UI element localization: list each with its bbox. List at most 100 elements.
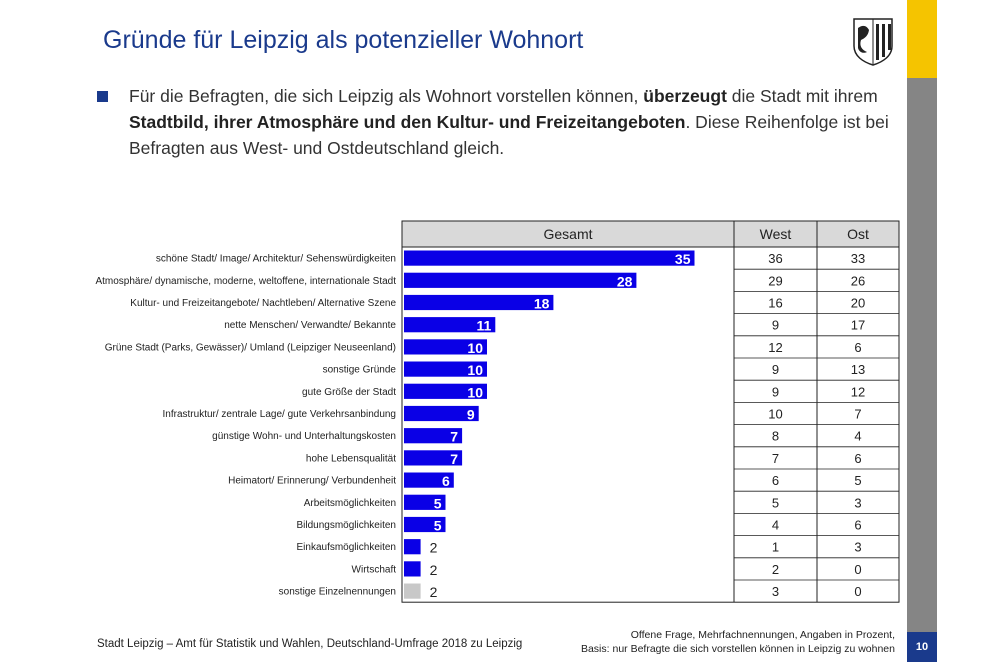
- category-label: Heimatort/ Erinnerung/ Verbundenheit: [228, 476, 396, 487]
- bar-value-label: 28: [617, 273, 633, 289]
- page-title: Gründe für Leipzig als potenzieller Wohn…: [103, 26, 584, 54]
- bar: [404, 561, 421, 577]
- bar: [404, 294, 554, 311]
- bar-value-label: 10: [467, 340, 483, 356]
- column-header-ost: Ost: [847, 226, 869, 242]
- category-label: sonstige Gründe: [323, 365, 397, 376]
- bar: [404, 450, 463, 466]
- ost-value: 5: [854, 473, 861, 488]
- ost-value: 3: [854, 495, 861, 510]
- bullet-square-icon: [97, 91, 108, 102]
- column-header-gesamt: Gesamt: [543, 226, 592, 242]
- bar-value-label: 10: [467, 362, 483, 378]
- category-label: Atmosphäre/ dynamische, moderne, weltoff…: [95, 276, 396, 287]
- bar: [404, 361, 487, 377]
- method-note-line: Basis: nur Befragte die sich vorstellen …: [580, 643, 895, 655]
- west-value: 6: [772, 473, 779, 488]
- column-header-west: West: [760, 226, 792, 242]
- west-value: 4: [772, 518, 779, 533]
- bar-value-label: 2: [430, 584, 438, 600]
- west-value: 7: [772, 451, 779, 466]
- bar: [404, 272, 637, 288]
- ost-value: 33: [851, 251, 865, 266]
- bar: [404, 428, 463, 444]
- bar: [404, 383, 487, 399]
- ost-value: 3: [854, 540, 861, 555]
- bar-value-label: 5: [434, 518, 442, 534]
- category-label: sonstige Einzelnennungen: [279, 587, 396, 598]
- ost-value: 6: [854, 451, 861, 466]
- west-value: 10: [768, 407, 782, 422]
- ost-value: 26: [851, 273, 865, 288]
- category-label: Einkaufsmöglichkeiten: [297, 542, 397, 553]
- category-label: Kultur- und Freizeitangebote/ Nachtleben…: [130, 298, 396, 309]
- ost-value: 20: [851, 296, 865, 311]
- category-label: schöne Stadt/ Image/ Architektur/ Sehens…: [156, 254, 396, 265]
- bar: [404, 317, 496, 333]
- bar-value-label: 7: [450, 429, 458, 445]
- category-label: Bildungsmöglichkeiten: [296, 520, 396, 531]
- ost-value: 0: [854, 584, 861, 599]
- table-header-bg: [402, 221, 899, 247]
- table-frame: [401, 220, 900, 603]
- bar-value-label: 10: [467, 384, 483, 400]
- bar-value-label: 35: [675, 251, 691, 267]
- west-value: 9: [772, 318, 779, 333]
- category-label: Wirtschaft: [352, 564, 397, 575]
- ost-value: 6: [854, 340, 861, 355]
- bar-value-label: 18: [534, 296, 550, 312]
- ost-value: 13: [851, 362, 865, 377]
- bar-value-label: 5: [434, 495, 442, 511]
- ost-value: 0: [854, 562, 861, 577]
- bar-value-label: 2: [430, 540, 438, 556]
- bar-value-label: 2: [430, 562, 438, 578]
- category-label: nette Menschen/ Verwandte/ Bekannte: [224, 320, 396, 331]
- west-value: 16: [768, 296, 782, 311]
- accent-bar-gray: [907, 78, 937, 638]
- category-label: günstige Wohn- und Unterhaltungskosten: [212, 431, 396, 442]
- category-label: Grüne Stadt (Parks, Gewässer)/ Umland (L…: [105, 342, 396, 353]
- category-label: Infrastruktur/ zentrale Lage/ gute Verke…: [163, 409, 396, 420]
- bar-value-label: 9: [467, 407, 475, 423]
- ost-value: 6: [854, 518, 861, 533]
- west-value: 29: [768, 273, 782, 288]
- bar: [404, 405, 479, 422]
- west-value: 5: [772, 495, 779, 510]
- bar: [404, 250, 695, 266]
- summary-text-part: die Stadt mit ihrem: [726, 86, 878, 106]
- ost-value: 12: [851, 384, 865, 399]
- west-value: 2: [772, 562, 779, 577]
- method-note: Offene Frage, Mehrfachnennungen, Angaben…: [581, 628, 895, 656]
- summary-text: Für die Befragten, die sich Leipzig als …: [129, 83, 899, 161]
- summary-bold-part: Stadtbild, ihrer Atmosphäre und den Kult…: [129, 112, 686, 132]
- ost-value: 7: [854, 407, 861, 422]
- west-value: 12: [768, 340, 782, 355]
- bar: [404, 583, 421, 599]
- category-label: Arbeitsmöglichkeiten: [304, 498, 396, 509]
- page-number: 10: [907, 632, 937, 662]
- source-note: Stadt Leipzig – Amt für Statistik und Wa…: [97, 638, 523, 650]
- bar-value-label: 7: [450, 451, 458, 467]
- accent-bar-yellow: [907, 0, 937, 78]
- category-label: gute Größe der Stadt: [302, 387, 396, 398]
- bar-value-label: 6: [442, 473, 450, 489]
- west-value: 9: [772, 384, 779, 399]
- bar: [404, 339, 487, 355]
- method-note-line: Offene Frage, Mehrfachnennungen, Angaben…: [630, 629, 895, 641]
- summary-text-part: . Diese Reihenfolge ist bei Befragten au…: [129, 112, 889, 158]
- west-value: 1: [772, 540, 779, 555]
- ost-value: 17: [851, 318, 865, 333]
- summary-bold-part: überzeugt: [643, 86, 727, 106]
- category-label: hohe Lebensqualität: [306, 453, 396, 464]
- ost-value: 4: [854, 429, 861, 444]
- bar: [404, 472, 454, 488]
- west-value: 9: [772, 362, 779, 377]
- west-value: 36: [768, 251, 782, 266]
- leipzig-coat-of-arms-icon: [853, 18, 893, 66]
- west-value: 8: [772, 429, 779, 444]
- bar: [404, 516, 446, 533]
- bar-value-label: 11: [476, 318, 491, 334]
- west-value: 3: [772, 584, 779, 599]
- bar: [404, 494, 446, 510]
